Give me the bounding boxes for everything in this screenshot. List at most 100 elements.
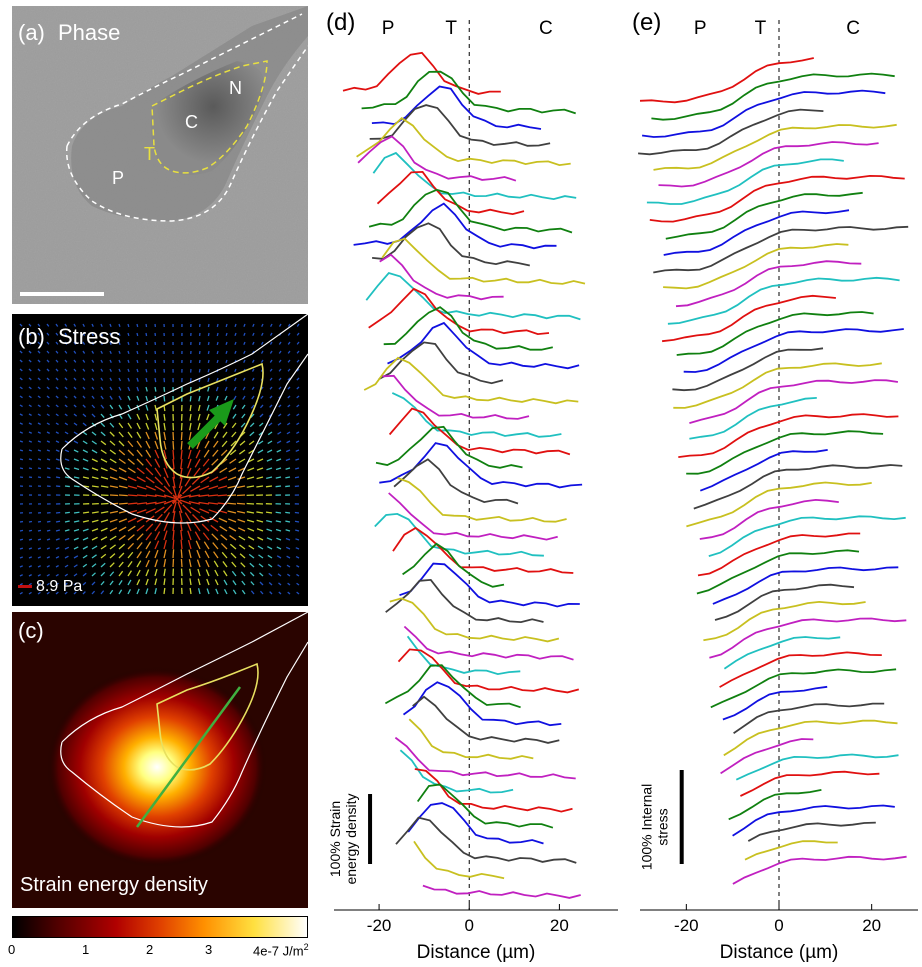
strain-energy-panel: (c) Strain energy density: [12, 612, 308, 908]
profile-trace: [397, 477, 567, 523]
profile-trace: [653, 225, 909, 274]
profile-trace: [672, 347, 824, 392]
profile-trace: [722, 685, 828, 721]
colorbar-unit-exp: 2: [303, 942, 309, 952]
profile-trace: [369, 104, 551, 147]
profile-trace: [375, 425, 523, 469]
profile-trace: [699, 498, 839, 540]
profile-trace: [720, 738, 814, 775]
profile-trace: [392, 526, 574, 574]
panel-label: (e): [632, 9, 661, 36]
profile-trace: [641, 89, 886, 138]
profile-trace: [661, 294, 836, 343]
x-axis-label-suffix: ): [529, 942, 535, 963]
region-label-t: T: [755, 18, 767, 39]
profile-trace: [693, 464, 903, 510]
profile-trace: [686, 430, 884, 475]
colorbar-tick-4: 4e-7 J/m2: [253, 942, 309, 958]
x-tick-label: 20: [550, 916, 569, 935]
phase-image: [12, 6, 308, 304]
profile-trace: [646, 158, 844, 205]
colorbar-ticks: 0 1 2 3 4e-7 J/m2: [8, 942, 328, 962]
region-label-c: C: [185, 112, 198, 132]
x-axis-label-prefix: Distance (: [417, 942, 503, 963]
profile-trace: [675, 260, 862, 308]
profile-trace: [383, 306, 553, 351]
profile-trace: [735, 753, 899, 781]
x-axis-label: Distance (µm): [417, 942, 536, 963]
profile-trace: [697, 532, 861, 577]
colorbar-tick-2: 2: [146, 942, 154, 957]
profile-trace: [416, 783, 554, 829]
profile-trace: [357, 135, 517, 182]
region-label-t: T: [144, 144, 155, 164]
scale-bar-label-line1: 100% Internal: [639, 784, 655, 870]
profile-trace: [638, 108, 824, 156]
profile-trace: [406, 635, 521, 676]
stress-scale-label: 8.9 Pa: [36, 578, 83, 595]
profile-trace: [639, 57, 814, 104]
profile-trace: [714, 583, 855, 621]
profile-trace: [689, 397, 817, 440]
region-label-n: N: [229, 78, 242, 98]
profile-trace: [379, 253, 504, 301]
profile-trace: [387, 321, 580, 370]
panel-b-label: (b): [18, 324, 45, 349]
x-axis-label-unit: µm: [502, 942, 529, 963]
profile-trace: [356, 117, 571, 167]
profile-trace: [388, 407, 571, 456]
profile-trace: [402, 681, 562, 727]
profile-trace: [699, 449, 828, 492]
profile-trace: [402, 542, 505, 588]
scale-bar-label-line2: stress: [655, 808, 671, 845]
profile-trace: [422, 884, 581, 899]
profile-trace: [653, 123, 897, 171]
profile-trace: [719, 651, 882, 688]
profile-trace: [395, 816, 577, 864]
profile-trace: [740, 770, 880, 797]
x-axis-label-suffix: ): [832, 942, 838, 963]
x-axis-label-prefix: Distance (: [720, 942, 806, 963]
region-label-c: C: [539, 18, 553, 39]
colorbar-unit: 4e-7 J/m: [253, 943, 304, 959]
x-axis-label-unit: µm: [805, 942, 832, 963]
profile-trace: [399, 562, 580, 608]
profile-trace: [372, 222, 530, 267]
profile-trace: [361, 70, 576, 115]
internal-stress-profiles-chart: (e) P T C 100% Internal stress -20 0 20 Distance …: [632, 9, 918, 963]
profile-trace: [397, 648, 580, 694]
profile-trace: [673, 362, 882, 409]
x-tick-label: 0: [774, 916, 783, 935]
profile-trace: [391, 392, 562, 438]
profile-trace: [658, 141, 879, 188]
strain-energy-profiles-chart: (d) P T C 100% Strain energy density -20 0 20 Dis…: [326, 9, 618, 963]
profile-trace: [723, 636, 841, 670]
scale-bar-label-line2: energy density: [343, 793, 359, 884]
x-axis-label: Distance (µm): [720, 942, 839, 963]
region-label-t: T: [445, 18, 457, 39]
stress-vector-field: [18, 314, 308, 595]
profile-trace: [651, 72, 895, 121]
profile-trace: [407, 802, 544, 845]
profile-trace: [399, 749, 514, 794]
profile-trace: [728, 789, 822, 821]
stress-map-panel: (b) Stress 8.9 Pa: [12, 314, 308, 606]
profile-trace: [732, 804, 895, 837]
x-tick-label: -20: [674, 916, 699, 935]
profile-trace: [696, 549, 860, 595]
profile-trace: [665, 191, 863, 240]
x-tick-label: 20: [862, 916, 881, 935]
profile-trace: [372, 151, 577, 201]
profile-trace: [384, 664, 521, 709]
x-tick-label: 0: [465, 916, 474, 935]
profile-trace: [394, 736, 576, 780]
profile-trace: [709, 617, 907, 659]
profile-trace: [382, 374, 530, 420]
profile-trace: [393, 458, 519, 505]
region-label-p: P: [694, 18, 707, 39]
profile-trace: [712, 566, 899, 605]
profile-trace: [678, 413, 899, 458]
panel-a-title: Phase: [58, 20, 121, 45]
profile-trace: [365, 271, 581, 321]
profile-trace: [389, 597, 560, 643]
